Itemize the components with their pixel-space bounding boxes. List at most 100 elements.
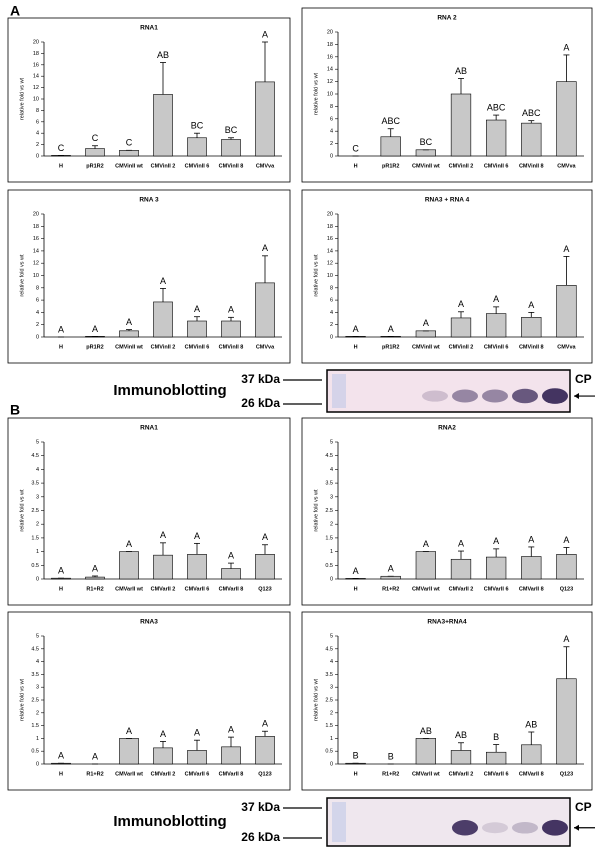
y-tick-label: 4 (330, 129, 333, 135)
bar (187, 554, 207, 580)
bar (556, 285, 577, 338)
y-tick-label: 2 (330, 322, 333, 328)
bar (187, 750, 207, 765)
x-tick-label: CMVarII 6 (185, 586, 210, 592)
bar (119, 330, 139, 338)
y-tick-label: 10 (33, 96, 39, 102)
chart-title: RNA 2 (437, 15, 457, 22)
x-tick-label: CMVinII wt (115, 344, 143, 350)
ladder (332, 374, 346, 408)
x-tick-label: CMVarII 8 (219, 586, 244, 592)
significance-letter: A (353, 324, 359, 334)
bar (415, 551, 436, 580)
x-tick-label: CMVinII 8 (519, 163, 544, 169)
y-tick-label: 10 (327, 91, 333, 97)
y-tick-label: 3 (36, 494, 39, 500)
significance-letter: A (126, 726, 132, 736)
y-tick-label: 1.5 (325, 723, 333, 729)
bar (85, 576, 105, 580)
significance-letter: AB (455, 730, 467, 740)
y-tick-label: 6 (36, 298, 39, 304)
bar (450, 317, 472, 338)
y-tick-label: 8 (36, 108, 39, 114)
chart-title: RNA1 (140, 25, 158, 32)
significance-letter: AB (157, 50, 169, 60)
significance-letter: A (528, 534, 534, 544)
y-tick-label: 18 (33, 224, 39, 230)
bar (521, 317, 542, 338)
y-axis-label: relative fold vs wt (313, 489, 319, 532)
significance-letter: C (352, 143, 359, 153)
y-tick-label: 3.5 (31, 481, 39, 487)
x-tick-label: CMVinII wt (115, 163, 143, 169)
blot-title: Immunoblotting (113, 813, 226, 830)
y-tick-label: 16 (33, 236, 39, 242)
panel-label: A (10, 3, 20, 19)
y-tick-label: 20 (33, 39, 39, 45)
significance-letter: A (160, 729, 166, 739)
y-tick-label: 12 (33, 261, 39, 267)
chart-frame (301, 7, 593, 183)
y-tick-label: 0 (36, 153, 39, 159)
y-tick-label: 16 (327, 54, 333, 60)
bar (153, 94, 173, 157)
bar (450, 750, 472, 765)
x-tick-label: CMVarII 2 (449, 771, 474, 777)
x-tick-label: CMVarII 2 (449, 586, 474, 592)
y-tick-label: 2.5 (325, 508, 333, 514)
significance-letter: A (160, 530, 166, 540)
y-tick-label: 3 (330, 494, 333, 500)
bar (415, 330, 436, 338)
y-tick-label: 16 (327, 236, 333, 242)
y-tick-label: 8 (330, 104, 333, 110)
y-tick-label: 8 (36, 285, 39, 291)
significance-letter: AB (420, 726, 432, 736)
bar (153, 301, 173, 338)
x-tick-label: R1+R2 (86, 771, 103, 777)
y-tick-label: 4 (36, 659, 39, 665)
y-tick-label: 1 (330, 549, 333, 555)
significance-letter: A (563, 42, 569, 52)
bar (486, 556, 507, 580)
y-tick-label: 0.5 (31, 749, 39, 755)
y-tick-label: 5 (330, 633, 333, 639)
x-tick-label: Q123 (258, 771, 271, 777)
chart-frame (301, 189, 593, 364)
x-tick-label: H (354, 771, 358, 777)
x-tick-label: CMVva (557, 163, 576, 169)
significance-letter: A (458, 538, 464, 548)
marker-label: 37 kDa (241, 800, 280, 814)
y-tick-label: 0 (36, 761, 39, 767)
y-tick-label: 4 (330, 659, 333, 665)
y-tick-label: 4 (36, 310, 39, 316)
x-tick-label: CMVinII 2 (151, 344, 176, 350)
x-tick-label: Q123 (258, 586, 271, 592)
y-tick-label: 3.5 (325, 672, 333, 678)
y-tick-label: 2.5 (31, 508, 39, 514)
marker-label: 37 kDa (241, 372, 280, 386)
y-tick-label: 2.5 (31, 697, 39, 703)
y-axis-label: relative fold vs wt (313, 254, 319, 297)
x-tick-label: R1+R2 (86, 586, 103, 592)
significance-letter: A (58, 751, 64, 761)
significance-letter: A (58, 566, 64, 576)
x-tick-label: CMVinII 6 (484, 163, 509, 169)
bar (255, 282, 275, 338)
y-tick-label: 12 (327, 79, 333, 85)
x-tick-label: R1+R2 (382, 586, 399, 592)
y-tick-label: 4 (36, 467, 39, 473)
significance-letter: A (58, 324, 64, 334)
y-tick-label: 1.5 (31, 723, 39, 729)
y-tick-label: 10 (33, 273, 39, 279)
y-tick-label: 2 (36, 522, 39, 528)
chart-title: RNA1 (140, 425, 158, 432)
significance-letter: A (126, 317, 132, 327)
significance-letter: ABC (381, 116, 400, 126)
y-tick-label: 1.5 (31, 535, 39, 541)
y-axis-label: relative fold vs wt (19, 77, 25, 120)
bar (187, 320, 207, 338)
significance-letter: A (126, 539, 132, 549)
y-tick-label: 0.5 (325, 563, 333, 569)
significance-letter: A (353, 566, 359, 576)
